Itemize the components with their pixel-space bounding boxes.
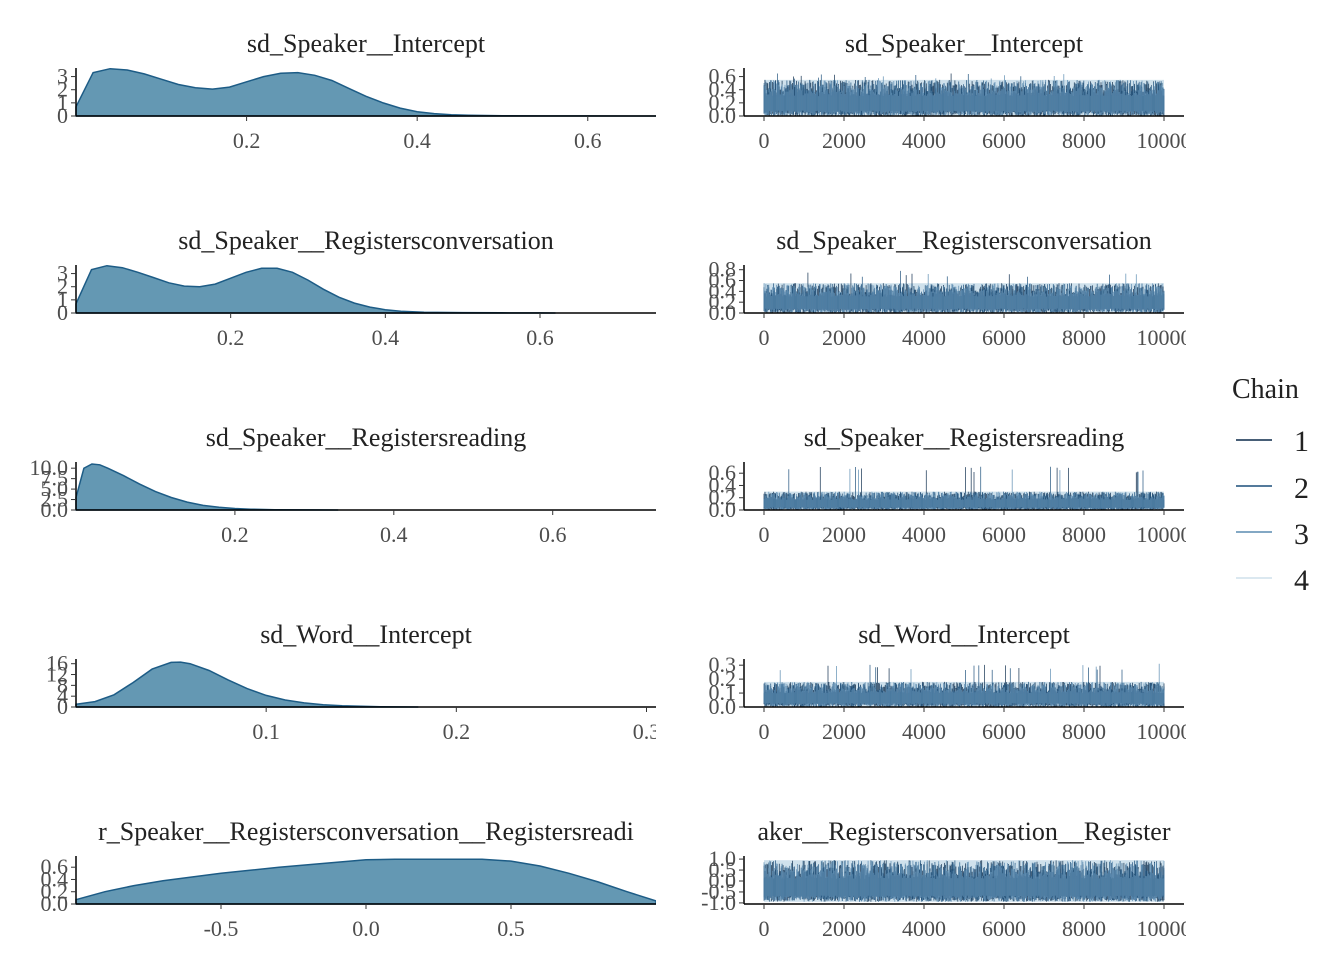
panel-8: sd_Word__Intercept 0 2000 4000 6000 8000 10000… (709, 620, 1192, 744)
y-tick-label: 3 (57, 64, 68, 89)
x-tick-label: 4000 (902, 719, 946, 744)
panel-3: sd_Speaker__Registersconversation 0.2 0.4 0… (57, 226, 656, 350)
panel-title: sd_Speaker__Registersreading (206, 423, 527, 452)
density-area (76, 662, 418, 707)
x-tick-label: 2000 (822, 916, 866, 941)
panel-6: sd_Speaker__Registersreading 0 2000 4000 600… (709, 423, 1192, 547)
x-tick-label: 4000 (902, 522, 946, 547)
y-tick-label: 10.0 (30, 455, 69, 480)
density-area (76, 859, 656, 904)
legend-label-chain-3: 3 (1294, 518, 1309, 551)
y-tick-label: 0.6 (41, 854, 69, 879)
x-tick-label: 0.6 (526, 325, 554, 350)
x-tick-label: 0 (759, 325, 770, 350)
x-tick-label: 8000 (1062, 128, 1106, 153)
x-tick-label: 0.4 (403, 128, 431, 153)
x-tick-label: 0.2 (217, 325, 245, 350)
y-tick-label: 0.3 (709, 652, 737, 677)
x-tick-label: 0.1 (252, 719, 280, 744)
panel-10: aker__Registersconversation__Register 0 20… (701, 817, 1191, 941)
x-tick-label: 0 (759, 522, 770, 547)
x-tick-label: 8000 (1062, 719, 1106, 744)
panel-title: r_Speaker__Registersconversation__Regist… (98, 817, 634, 846)
x-tick-label: 6000 (982, 128, 1026, 153)
density-area (76, 69, 656, 116)
x-tick-label: 10000 (1137, 719, 1192, 744)
x-tick-label: 0.6 (539, 522, 567, 547)
panel-title: sd_Speaker__Registersconversation (178, 226, 553, 255)
x-tick-label: 0.4 (372, 325, 400, 350)
density-area (76, 464, 338, 510)
x-tick-label: 10000 (1137, 916, 1192, 941)
x-tick-label: 0.2 (221, 522, 249, 547)
x-tick-label: 0.2 (443, 719, 471, 744)
legend-label-chain-1: 1 (1294, 425, 1309, 458)
legend-title: Chain (1232, 374, 1299, 405)
x-tick-label: 8000 (1062, 916, 1106, 941)
panel-title: sd_Speaker__Registersreading (804, 423, 1125, 452)
x-tick-label: 6000 (982, 325, 1026, 350)
x-tick-label: 10000 (1137, 128, 1192, 153)
x-tick-label: 0 (759, 719, 770, 744)
x-tick-label: 4000 (902, 916, 946, 941)
x-tick-label: 0.4 (380, 522, 408, 547)
x-tick-label: 0 (759, 916, 770, 941)
x-tick-label: 8000 (1062, 522, 1106, 547)
legend-label-chain-2: 2 (1294, 472, 1309, 505)
panel-title: sd_Speaker__Intercept (247, 29, 486, 58)
x-tick-label: 6000 (982, 916, 1026, 941)
x-tick-label: 10000 (1137, 325, 1192, 350)
x-tick-label: 6000 (982, 719, 1026, 744)
y-tick-label: 16 (46, 651, 68, 676)
y-tick-label: 0.6 (709, 64, 737, 89)
x-tick-label: 6000 (982, 522, 1026, 547)
x-tick-label: 0.0 (352, 916, 380, 941)
density-area (76, 266, 556, 313)
x-tick-label: 2000 (822, 522, 866, 547)
panel-4: sd_Speaker__Registersconversation 0 2000 40… (709, 226, 1192, 350)
panel-2: sd_Speaker__Intercept 0 2000 4000 6000 8000 10… (709, 29, 1192, 153)
legend-label-chain-4: 4 (1294, 564, 1309, 597)
x-tick-label: 10000 (1137, 522, 1192, 547)
y-tick-label: 0.8 (709, 257, 737, 282)
y-tick-label: 1.0 (709, 846, 737, 871)
x-tick-label: 2000 (822, 719, 866, 744)
x-tick-label: 0.2 (233, 128, 261, 153)
legend: Chain 1 2 3 4 (1232, 374, 1309, 597)
x-tick-label: 4000 (902, 325, 946, 350)
panel-title: sd_Word__Intercept (858, 620, 1070, 649)
panel-title: sd_Speaker__Intercept (845, 29, 1084, 58)
panel-9: r_Speaker__Registersconversation__Regist… (41, 817, 657, 941)
panel-title: aker__Registersconversation__Register (758, 817, 1171, 846)
x-tick-label: 0 (759, 128, 770, 153)
x-tick-label: 8000 (1062, 325, 1106, 350)
x-tick-label: -0.5 (204, 916, 239, 941)
x-tick-label: 0.5 (497, 916, 525, 941)
x-tick-label: 0.6 (574, 128, 602, 153)
panel-5: sd_Speaker__Registersreading0.2 0.4 0.60.0… (30, 423, 657, 547)
y-tick-label: 3 (57, 261, 68, 286)
y-tick-label: 0.6 (709, 460, 737, 485)
panel-title: sd_Word__Intercept (260, 620, 472, 649)
x-tick-label: 2000 (822, 325, 866, 350)
x-tick-label: 2000 (822, 128, 866, 153)
x-tick-label: 4000 (902, 128, 946, 153)
panel-title: sd_Speaker__Registersconversation (776, 226, 1151, 255)
x-tick-label: 0.3 (633, 719, 661, 744)
